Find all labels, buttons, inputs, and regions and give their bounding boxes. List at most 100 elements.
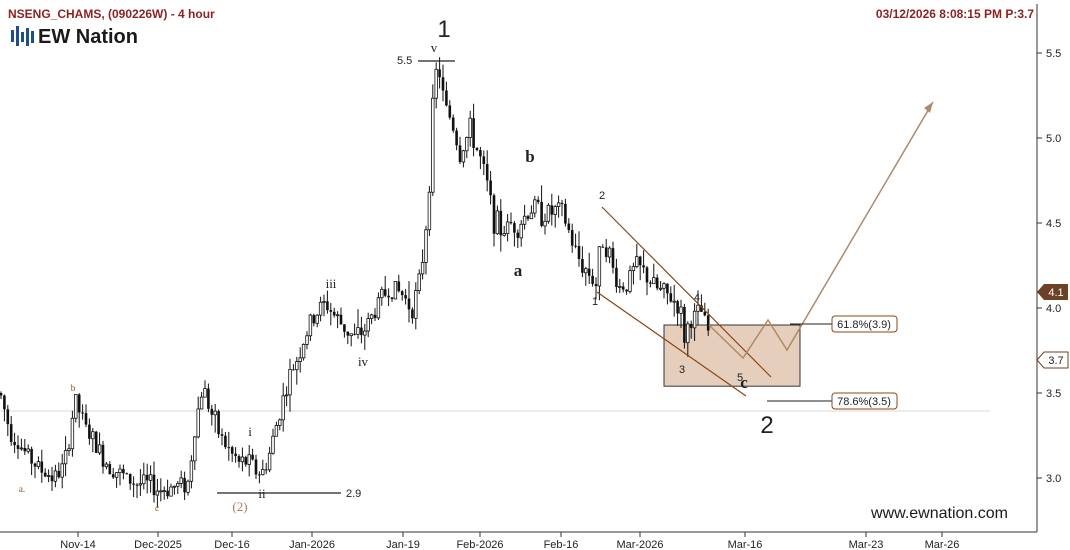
candle — [295, 356, 299, 385]
marked-price-value: 3.7 — [1048, 355, 1063, 367]
candle — [489, 171, 492, 205]
x-tick-label: Jan-2026 — [289, 539, 335, 550]
wave-label-minor-c: c — [155, 503, 159, 513]
candle — [550, 193, 554, 226]
candle — [159, 478, 163, 502]
candle — [516, 229, 520, 248]
candle — [227, 431, 231, 461]
wave-label-minor-a: a. — [19, 484, 25, 494]
x-tick-label: Jan-19 — [386, 539, 420, 550]
candles — [0, 57, 710, 508]
x-axis-ticks: Nov-14 Dec-2025 Dec-16 Jan-2026 Jan-19 Feb-20… — [60, 532, 959, 550]
candle — [611, 241, 615, 274]
candle — [176, 480, 180, 495]
candle — [387, 288, 390, 307]
candle — [108, 461, 112, 475]
candle — [16, 435, 20, 460]
candle — [556, 195, 561, 218]
candle — [142, 462, 146, 490]
candle — [635, 243, 639, 269]
wave-label-iv: iv — [358, 354, 369, 369]
candle — [326, 290, 329, 314]
candle — [649, 280, 652, 288]
candle — [199, 392, 204, 410]
candle — [360, 316, 363, 344]
candle — [482, 150, 486, 176]
candle — [114, 472, 119, 488]
candle — [26, 444, 30, 454]
candle — [284, 386, 289, 407]
candle — [339, 307, 343, 325]
wave-label-i: i — [248, 424, 252, 439]
candle — [468, 110, 472, 147]
candle — [81, 404, 84, 420]
candle — [335, 311, 340, 329]
candle — [166, 479, 169, 499]
candle — [601, 244, 605, 248]
candle — [343, 324, 346, 338]
candle — [594, 277, 598, 300]
candle — [505, 214, 510, 242]
candle — [407, 281, 411, 323]
candle — [318, 296, 323, 322]
channel-lower-line — [596, 291, 747, 397]
candle — [67, 443, 71, 456]
candle — [363, 323, 367, 350]
candle — [570, 223, 574, 253]
candle — [19, 438, 24, 451]
candle — [292, 364, 295, 371]
candle — [400, 290, 404, 301]
candle — [404, 288, 407, 305]
x-tick-label: Nov-14 — [60, 539, 95, 550]
wave-label-primary-1: 1 — [437, 16, 450, 43]
candle — [574, 233, 577, 249]
candle — [172, 485, 177, 495]
candle — [427, 186, 432, 236]
candle — [97, 432, 102, 456]
ewnation-logo: EW Nation — [11, 26, 138, 48]
candle — [465, 136, 469, 159]
candle — [203, 380, 207, 398]
candle — [591, 268, 594, 287]
candle — [431, 84, 435, 197]
y-axis-ticks: 3.0 3.5 4.0 4.5 5.0 5.5 — [1037, 48, 1061, 485]
y-tick-label: 3.5 — [1046, 388, 1061, 400]
candle — [308, 313, 313, 341]
candle — [288, 358, 292, 412]
candle — [169, 483, 173, 497]
fib-label-618: 61.8%(3.9) — [837, 319, 891, 331]
candle — [264, 462, 268, 475]
candle — [63, 436, 68, 477]
candle — [251, 448, 254, 461]
candle — [438, 57, 441, 89]
candle — [567, 218, 571, 233]
x-tick-label: Dec-16 — [214, 539, 249, 550]
candle — [33, 462, 37, 479]
candle — [224, 431, 227, 449]
candle — [543, 213, 547, 235]
candle — [230, 445, 234, 462]
candle — [36, 456, 41, 470]
channel-upper-line — [601, 206, 772, 378]
candle — [424, 225, 428, 275]
sub-wave-label-3: 3 — [679, 364, 685, 376]
candle — [577, 231, 581, 267]
wave-label-iii: iii — [326, 276, 337, 291]
candle — [101, 440, 105, 474]
wave-labels: a. b c (2) i ii iii iv v a b c 1 2 1 2 3… — [19, 16, 774, 514]
current-price-badge: 4.1 — [1037, 284, 1068, 300]
candle — [46, 469, 51, 483]
wave-label-c: c — [740, 373, 748, 392]
candle — [104, 461, 109, 470]
candle — [148, 465, 153, 493]
candle — [655, 274, 659, 291]
wave-label-intermediate-2: (2) — [232, 499, 247, 514]
candle — [499, 199, 503, 252]
candle — [162, 486, 166, 500]
candle — [645, 265, 649, 296]
candle — [30, 446, 33, 476]
candle — [135, 483, 139, 499]
candle — [111, 467, 115, 479]
